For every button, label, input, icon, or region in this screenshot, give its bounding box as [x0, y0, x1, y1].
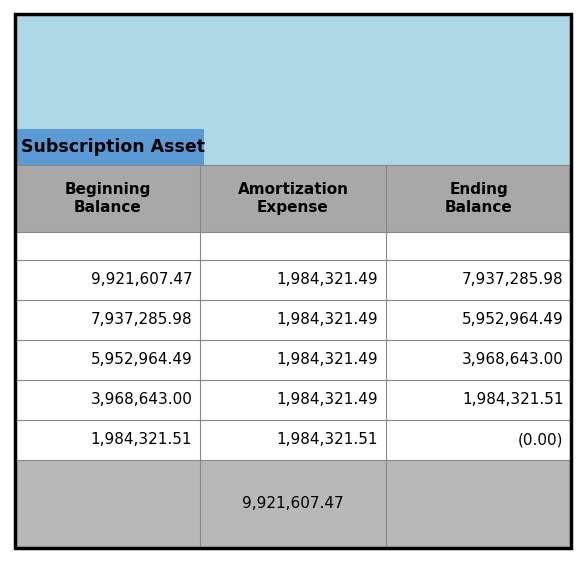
- Bar: [15, 300, 571, 339]
- Text: 9,921,607.47: 9,921,607.47: [242, 496, 344, 511]
- Text: 1,984,321.51: 1,984,321.51: [276, 432, 378, 447]
- Bar: [15, 380, 571, 420]
- Bar: [15, 460, 571, 548]
- Text: 5,952,964.49: 5,952,964.49: [462, 312, 563, 327]
- Bar: [15, 420, 571, 460]
- Text: Ending
Balance: Ending Balance: [445, 182, 512, 215]
- Text: 1,984,321.49: 1,984,321.49: [276, 392, 378, 407]
- Text: 1,984,321.51: 1,984,321.51: [462, 392, 563, 407]
- Text: 1,984,321.51: 1,984,321.51: [91, 432, 192, 447]
- Text: 1,984,321.49: 1,984,321.49: [276, 352, 378, 367]
- Bar: [15, 165, 571, 232]
- Text: 5,952,964.49: 5,952,964.49: [90, 352, 192, 367]
- Bar: [15, 129, 571, 165]
- Text: Amortization
Expense: Amortization Expense: [237, 182, 349, 215]
- Bar: [15, 232, 571, 260]
- Text: 1,984,321.49: 1,984,321.49: [276, 312, 378, 327]
- Text: 3,968,643.00: 3,968,643.00: [462, 352, 563, 367]
- Text: 7,937,285.98: 7,937,285.98: [91, 312, 192, 327]
- Text: 3,968,643.00: 3,968,643.00: [90, 392, 192, 407]
- Bar: [15, 339, 571, 380]
- Text: (0.00): (0.00): [518, 432, 563, 447]
- Text: Beginning
Balance: Beginning Balance: [64, 182, 151, 215]
- Bar: [15, 129, 204, 165]
- Text: 7,937,285.98: 7,937,285.98: [462, 272, 563, 287]
- Text: 9,921,607.47: 9,921,607.47: [91, 272, 192, 287]
- Text: 1,984,321.49: 1,984,321.49: [276, 272, 378, 287]
- Bar: [15, 260, 571, 300]
- Text: Subscription Asset: Subscription Asset: [21, 138, 205, 156]
